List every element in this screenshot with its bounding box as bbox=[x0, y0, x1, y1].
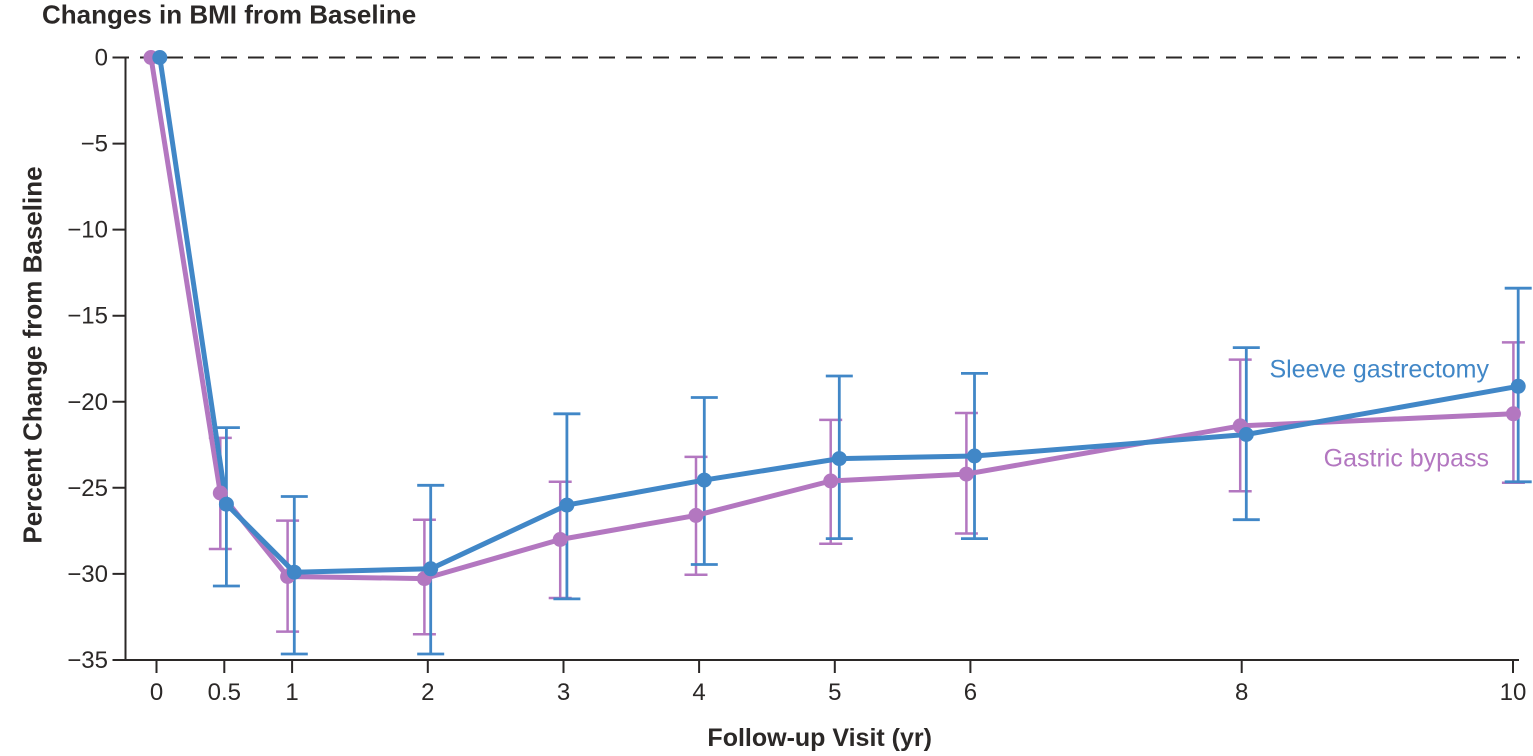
svg-text:1: 1 bbox=[285, 679, 298, 706]
svg-text:−25: −25 bbox=[67, 475, 108, 502]
svg-text:3: 3 bbox=[557, 679, 570, 706]
svg-text:−30: −30 bbox=[67, 561, 108, 588]
svg-text:6: 6 bbox=[964, 679, 977, 706]
svg-text:8: 8 bbox=[1235, 679, 1248, 706]
svg-text:Changes in BMI from Baseline: Changes in BMI from Baseline bbox=[42, 0, 416, 30]
svg-text:−20: −20 bbox=[67, 389, 108, 416]
svg-text:Sleeve gastrectomy: Sleeve gastrectomy bbox=[1269, 356, 1489, 384]
svg-text:−35: −35 bbox=[67, 647, 108, 674]
svg-text:0: 0 bbox=[95, 45, 108, 72]
svg-text:Gastric bypass: Gastric bypass bbox=[1324, 445, 1489, 473]
svg-text:0: 0 bbox=[150, 679, 163, 706]
svg-text:−10: −10 bbox=[67, 217, 108, 244]
svg-text:2: 2 bbox=[421, 679, 434, 706]
svg-text:−15: −15 bbox=[67, 303, 108, 330]
svg-text:Percent Change from Baseline: Percent Change from Baseline bbox=[18, 166, 48, 543]
svg-text:Follow-up Visit (yr): Follow-up Visit (yr) bbox=[707, 724, 932, 752]
svg-text:5: 5 bbox=[828, 679, 841, 706]
svg-text:10: 10 bbox=[1500, 679, 1527, 706]
svg-text:4: 4 bbox=[692, 679, 705, 706]
svg-text:0.5: 0.5 bbox=[208, 679, 241, 706]
svg-text:−5: −5 bbox=[81, 131, 108, 158]
